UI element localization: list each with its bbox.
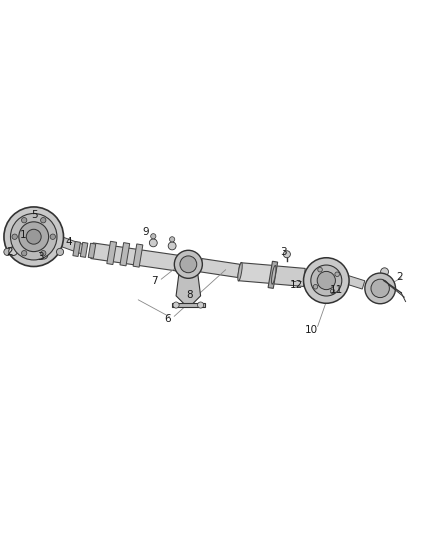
Polygon shape — [268, 261, 278, 288]
Polygon shape — [107, 241, 117, 264]
Circle shape — [21, 251, 27, 256]
Circle shape — [50, 234, 56, 239]
Circle shape — [381, 268, 389, 276]
Circle shape — [174, 251, 202, 278]
Circle shape — [26, 229, 41, 244]
Text: 2: 2 — [396, 272, 403, 281]
Text: 7: 7 — [151, 276, 158, 286]
Circle shape — [283, 251, 290, 258]
Circle shape — [330, 289, 335, 294]
Text: 3: 3 — [37, 252, 44, 262]
Circle shape — [170, 237, 175, 242]
Circle shape — [11, 214, 57, 260]
Text: 11: 11 — [329, 285, 343, 295]
Circle shape — [57, 248, 64, 255]
Polygon shape — [120, 243, 130, 266]
Text: 9: 9 — [142, 228, 149, 237]
Text: 12: 12 — [290, 280, 303, 290]
Text: 1: 1 — [20, 230, 27, 240]
Circle shape — [40, 251, 48, 259]
Polygon shape — [200, 259, 240, 278]
Text: 2: 2 — [6, 247, 13, 257]
Polygon shape — [273, 266, 305, 286]
Polygon shape — [73, 241, 81, 256]
Circle shape — [313, 285, 318, 289]
Circle shape — [317, 271, 336, 289]
Polygon shape — [88, 243, 96, 259]
Ellipse shape — [272, 265, 276, 284]
Circle shape — [12, 234, 18, 239]
Circle shape — [21, 217, 27, 223]
Circle shape — [198, 302, 204, 308]
Text: 4: 4 — [65, 237, 72, 247]
Circle shape — [168, 242, 176, 250]
Circle shape — [19, 222, 49, 252]
Polygon shape — [56, 236, 87, 255]
Circle shape — [318, 268, 322, 272]
Polygon shape — [133, 244, 143, 267]
Circle shape — [149, 239, 157, 247]
Polygon shape — [176, 275, 201, 304]
Circle shape — [9, 247, 18, 255]
Circle shape — [151, 233, 156, 239]
Text: 6: 6 — [164, 314, 171, 324]
Circle shape — [311, 265, 342, 296]
Polygon shape — [80, 243, 88, 257]
Circle shape — [335, 272, 339, 277]
Circle shape — [41, 251, 46, 256]
Text: 5: 5 — [31, 210, 38, 220]
Polygon shape — [346, 276, 365, 289]
Polygon shape — [91, 243, 181, 271]
Circle shape — [4, 207, 64, 266]
Text: 3: 3 — [280, 247, 287, 257]
Circle shape — [180, 256, 197, 273]
Text: 10: 10 — [305, 325, 318, 335]
Circle shape — [304, 258, 349, 303]
Circle shape — [4, 248, 11, 255]
Polygon shape — [239, 263, 272, 284]
Circle shape — [41, 217, 46, 223]
Text: 8: 8 — [186, 290, 193, 300]
Ellipse shape — [238, 262, 242, 281]
Circle shape — [365, 273, 396, 304]
Circle shape — [173, 302, 179, 308]
Circle shape — [371, 279, 389, 297]
Polygon shape — [172, 303, 205, 307]
